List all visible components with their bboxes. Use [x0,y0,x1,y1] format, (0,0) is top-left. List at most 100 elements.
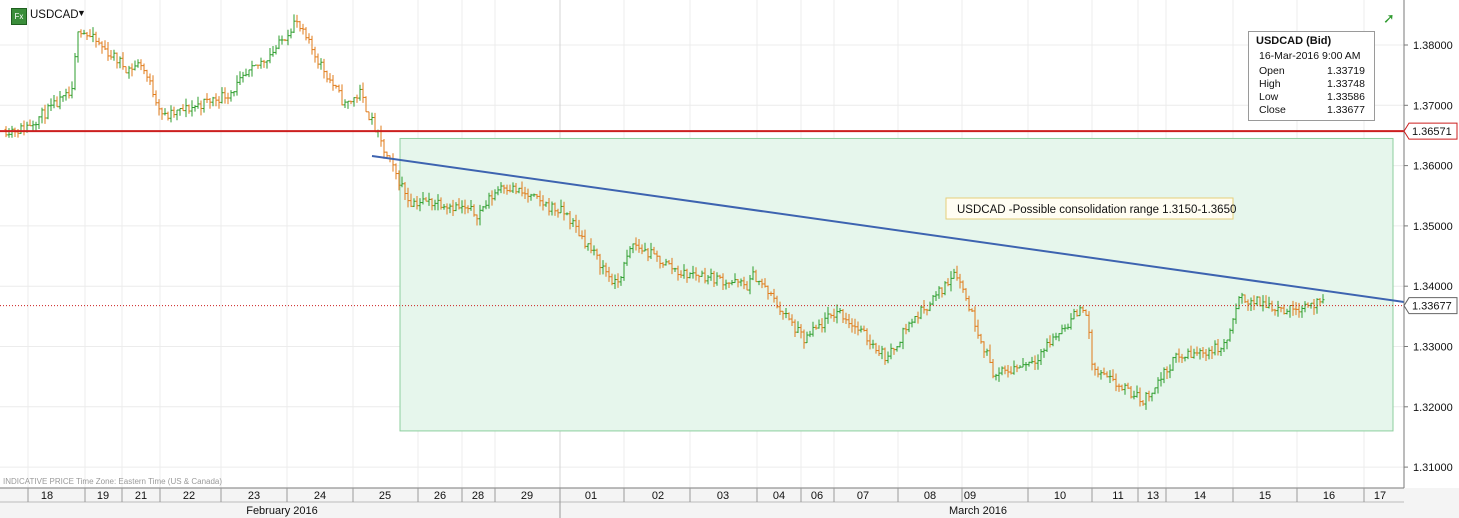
ohlc-bar [1177,348,1181,363]
ohlc-bar [1255,296,1259,306]
ohlc-bar [694,267,698,281]
caret-down-icon[interactable]: ▼ [77,8,86,18]
ohlc-bar [898,341,902,348]
ohlc-bar [1192,348,1196,359]
ohlc-bar [904,323,908,335]
y-axis[interactable]: 1.38000 1.37000 1.36000 1.35000 1.34000 1.330… [1403,0,1459,518]
resistance-price-tag: 1.36571 [1403,122,1458,140]
ohlc-bar [352,97,356,107]
ohlc-bar [1294,302,1298,316]
ohlc-bar [94,31,98,48]
ohlc-bar [139,59,143,71]
y-tick-label: 1.33000 [1413,342,1453,354]
ohlc-bar [70,81,74,99]
x-day-label: 21 [135,490,147,502]
ohlc-bar [703,267,707,284]
ohlc-bar [775,295,779,309]
ohlc-bar [328,73,332,84]
ohlc-bar [835,304,839,324]
ohlc-bar [919,305,923,320]
ohlc-bar [361,82,365,103]
ohlc-bar [349,100,353,105]
ohlc-bar [742,276,746,290]
ohlc-bar [151,75,155,98]
symbol-name[interactable]: USDCAD [30,9,79,21]
ohlc-bar [529,193,533,201]
ohlc-bar [829,313,833,319]
ohlc-bar [670,257,674,275]
ohlc-bar [772,288,776,303]
trend-up-icon[interactable]: ➚ [1383,10,1395,26]
ohlc-bar [709,268,713,281]
ohlc-row-open: Open 1.33719 [1259,65,1365,77]
x-day-label: 14 [1194,490,1206,502]
ohlc-bar [1270,300,1274,312]
ohlc-bar [457,198,461,210]
ohlc-bar [301,23,305,35]
ohlc-bar [808,330,812,338]
ohlc-bar [847,314,851,329]
ohlc-bar [793,319,797,337]
ohlc-bar [91,27,95,43]
ohlc-bar [685,268,689,283]
ohlc-bar [1249,297,1253,312]
ohlc-bars [4,14,1325,410]
ohlc-bar [925,308,929,316]
ohlc-bar [214,93,218,107]
ohlc-bar [1132,390,1136,400]
x-day-label: 08 [924,490,936,502]
ohlc-bar [283,39,287,42]
ohlc-bar [493,189,497,201]
ohlc-bar [1153,387,1157,395]
ohlc-value: 1.33677 [1327,104,1365,116]
ohlc-bar [172,106,176,118]
ohlc-bar [844,312,848,324]
ohlc-bar [484,200,488,210]
x-month-label: February 2016 [246,505,318,517]
ohlc-bar [790,314,794,327]
ohlc-bar [1273,308,1277,316]
ohlc-bar [784,308,788,319]
ohlc-bar [67,86,71,99]
ohlc-bar [1051,333,1055,347]
ohlc-bar [211,96,215,107]
ohlc-bar [367,111,371,121]
ohlc-bar [178,108,182,116]
ohlc-bar [679,270,683,279]
ohlc-bar [1147,390,1151,402]
ohlc-value: 1.33748 [1327,78,1365,90]
ohlc-bar [1321,294,1325,304]
ohlc-bar [1246,299,1250,311]
ohlc-datetime: 16-Mar-2016 9:00 AM [1259,50,1361,62]
ohlc-bar [154,90,158,106]
ohlc-bar [838,307,842,314]
price-tag-label: 1.33677 [1412,301,1452,313]
x-day-label: 10 [1054,490,1066,502]
ohlc-bar [559,199,563,214]
ohlc-bar [619,275,623,286]
ohlc-bar [1276,300,1280,317]
ohlc-bar [1081,306,1085,313]
ohlc-bar [928,301,932,312]
ohlc-bar [1000,366,1004,376]
ohlc-bar [1210,346,1214,359]
ohlc-bar [472,204,476,217]
x-day-label: 18 [41,490,53,502]
ohlc-bar [1126,382,1130,389]
ohlc-bar [160,107,164,120]
ohlc-bar [1225,339,1229,350]
price-tag-label: 1.36571 [1412,126,1452,138]
ohlc-bar [445,203,449,215]
ohlc-bar [556,208,560,218]
ohlc-bar [244,68,248,77]
ohlc-bar [304,27,308,41]
x-day-label: 01 [585,490,597,502]
x-axis[interactable]: 18 19 21 22 23 24 25 26 28 29 01 02 03 04 06 07 08 09 10 11… [0,487,1459,518]
ohlc-bar [1129,386,1133,399]
ohlc-bar [574,214,578,233]
ohlc-bar [658,255,662,269]
ohlc-bar [1243,294,1247,303]
ohlc-bar [565,212,569,216]
ohlc-bar [187,104,191,114]
